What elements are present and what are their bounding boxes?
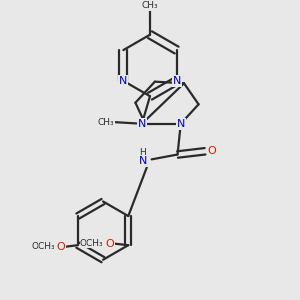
Text: O: O <box>208 146 217 156</box>
Text: N: N <box>177 119 185 129</box>
Text: CH₃: CH₃ <box>98 118 115 127</box>
Text: N: N <box>172 76 181 86</box>
Text: N: N <box>138 119 146 129</box>
Text: O: O <box>57 242 65 252</box>
Text: CH₃: CH₃ <box>142 1 158 10</box>
Text: H: H <box>139 148 146 157</box>
Text: OCH₃: OCH₃ <box>80 239 104 248</box>
Text: N: N <box>139 156 148 166</box>
Text: OCH₃: OCH₃ <box>31 242 55 251</box>
Text: O: O <box>106 238 114 249</box>
Text: N: N <box>119 76 128 86</box>
